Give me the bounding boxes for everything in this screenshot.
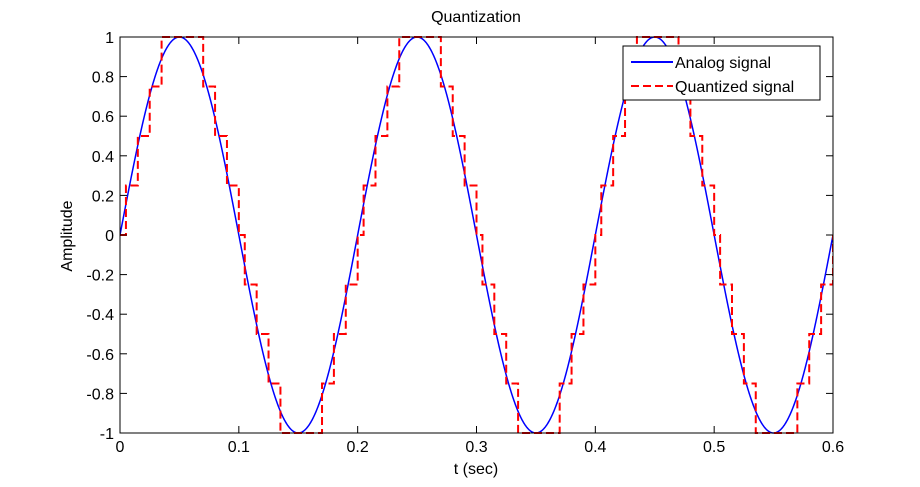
y-tick-label: 0.8 bbox=[92, 70, 114, 87]
legend-label-analog-signal: Analog signal bbox=[675, 55, 771, 72]
y-tick-label: 0.6 bbox=[92, 109, 114, 126]
legend-box bbox=[622, 45, 821, 101]
y-axis-label: Amplitude bbox=[59, 200, 76, 271]
x-tick-label: 0.6 bbox=[822, 439, 844, 456]
y-tick-label: 0 bbox=[105, 228, 114, 245]
chart-title: Quantization bbox=[431, 9, 521, 26]
x-axis-label: t (sec) bbox=[454, 461, 498, 478]
y-tick-label: -1 bbox=[100, 426, 114, 443]
y-axis: -1 -0.8 -0.6 -0.4 -0.2 0 0.2 0.4 0.6 0.8 1 bbox=[86, 30, 833, 443]
x-tick-label: 0.3 bbox=[465, 439, 487, 456]
legend-label-quantized-signal: Quantized signal bbox=[675, 79, 794, 96]
x-tick-label: 0.4 bbox=[584, 439, 606, 456]
y-tick-label: -0.6 bbox=[86, 347, 114, 364]
series-quantized-signal bbox=[120, 36, 833, 434]
y-tick-label: 0.4 bbox=[92, 149, 114, 166]
y-tick-label: -0.4 bbox=[86, 307, 114, 324]
y-tick-label: 1 bbox=[105, 30, 114, 47]
y-tick-label: 0.2 bbox=[92, 188, 114, 205]
y-tick-label: -0.2 bbox=[86, 268, 114, 285]
x-tick-label: 0 bbox=[116, 439, 125, 456]
x-tick-label: 0.1 bbox=[228, 439, 250, 456]
x-tick-label: 0.5 bbox=[703, 439, 725, 456]
legend: Analog signal Quantized signal bbox=[622, 45, 821, 101]
y-tick-label: -0.8 bbox=[86, 386, 114, 403]
x-tick-label: 0.2 bbox=[347, 439, 369, 456]
series-layer bbox=[120, 36, 833, 434]
x-axis: 0 0.1 0.2 0.3 0.4 0.5 0.6 bbox=[116, 37, 844, 456]
